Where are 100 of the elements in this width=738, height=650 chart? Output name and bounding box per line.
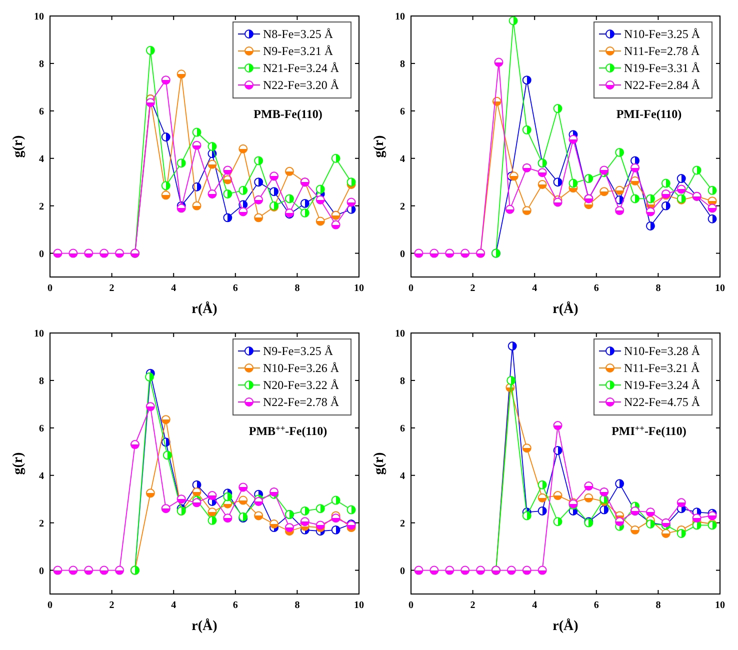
point: [331, 525, 340, 534]
point: [300, 198, 310, 208]
legend-label: N11-Fe=2.78 Å: [624, 44, 700, 58]
point: [161, 415, 170, 424]
legend-label: N21-Fe=3.24 Å: [263, 61, 340, 75]
point: [161, 76, 170, 85]
point: [476, 566, 486, 575]
point: [270, 187, 279, 196]
point: [161, 181, 170, 190]
x-axis-title: r(Å): [192, 301, 218, 317]
point: [161, 132, 170, 142]
point: [346, 505, 356, 514]
x-tick-label: 4: [171, 283, 176, 294]
point: [270, 172, 279, 181]
point: [146, 98, 155, 108]
point: [522, 511, 532, 520]
point: [100, 566, 109, 575]
point: [223, 213, 232, 222]
point: [270, 487, 279, 496]
x-tick-label: 8: [656, 600, 661, 611]
point: [460, 566, 470, 575]
point: [146, 402, 155, 412]
point: [176, 158, 186, 168]
point: [538, 493, 547, 502]
point: [538, 566, 547, 575]
y-tick-label: 4: [39, 154, 44, 165]
point: [238, 144, 248, 154]
x-tick-label: 10: [715, 283, 725, 294]
point: [708, 204, 717, 213]
y-tick-label: 10: [395, 12, 405, 22]
point: [284, 523, 294, 532]
x-tick-label: 10: [354, 283, 364, 294]
point: [208, 508, 217, 517]
point: [316, 195, 325, 204]
point: [646, 508, 655, 517]
y-tick-label: 8: [400, 376, 405, 387]
x-tick-label: 8: [294, 283, 300, 294]
x-tick-label: 0: [48, 600, 52, 611]
point: [115, 566, 124, 575]
point: [615, 517, 624, 526]
x-tick-label: 2: [470, 283, 476, 294]
x-tick-label: 10: [715, 600, 725, 611]
point: [300, 506, 310, 516]
legend-label: N22-Fe=2.84 Å: [624, 78, 700, 92]
legend-label: N9-Fe=3.25 Å: [263, 344, 334, 358]
point: [522, 163, 532, 172]
point: [208, 516, 217, 525]
point: [646, 194, 655, 204]
legend-label: N9-Fe=3.21 Å: [263, 44, 334, 58]
point: [316, 520, 325, 530]
x-tick-label: 2: [109, 283, 114, 294]
y-tick-label: 8: [39, 376, 44, 387]
point: [508, 342, 517, 351]
legend-label: N20-Fe=3.22 Å: [263, 378, 340, 392]
point: [208, 142, 217, 151]
point: [430, 248, 439, 258]
x-tick-label: 0: [48, 283, 52, 294]
point: [506, 376, 516, 385]
point: [254, 178, 264, 187]
y-tick-label: 6: [39, 423, 44, 434]
point: [192, 201, 202, 210]
point: [176, 70, 186, 79]
point: [238, 207, 248, 216]
point: [161, 504, 170, 514]
legend-label: N8-Fe=3.25 Å: [263, 27, 334, 41]
point: [254, 213, 264, 222]
legend-label: N10-Fe=3.28 Å: [624, 344, 700, 358]
point: [284, 194, 294, 204]
point: [522, 125, 532, 134]
point: [522, 206, 532, 216]
point: [192, 128, 202, 137]
point: [553, 517, 562, 526]
point: [208, 160, 217, 169]
y-tick-label: 4: [400, 470, 405, 482]
x-tick-label: 10: [354, 600, 364, 611]
point: [316, 216, 325, 226]
x-tick-label: 0: [408, 600, 414, 611]
x-tick-label: 2: [470, 600, 476, 611]
x-axis-title: r(Å): [552, 618, 579, 634]
x-tick-label: 2: [109, 600, 114, 611]
legend-label: N22-Fe=2.78 Å: [263, 395, 340, 409]
point: [192, 498, 202, 508]
point: [553, 178, 562, 187]
x-tick-label: 6: [594, 600, 599, 611]
point: [316, 184, 325, 194]
point: [84, 248, 94, 258]
y-axis-title: g(r): [11, 134, 26, 158]
point: [331, 496, 340, 505]
y-tick-label: 2: [39, 518, 44, 530]
point: [615, 479, 624, 488]
point: [414, 566, 424, 575]
y-tick-label: 0: [39, 248, 44, 260]
point: [460, 248, 470, 258]
text: PMI$^{++}$-Fe(110): [612, 424, 686, 438]
point: [661, 178, 670, 188]
point: [584, 493, 594, 502]
legend-label: N11-Fe=3.21 Å: [624, 361, 700, 375]
point: [692, 514, 702, 523]
point: [538, 168, 547, 178]
point: [270, 520, 279, 528]
